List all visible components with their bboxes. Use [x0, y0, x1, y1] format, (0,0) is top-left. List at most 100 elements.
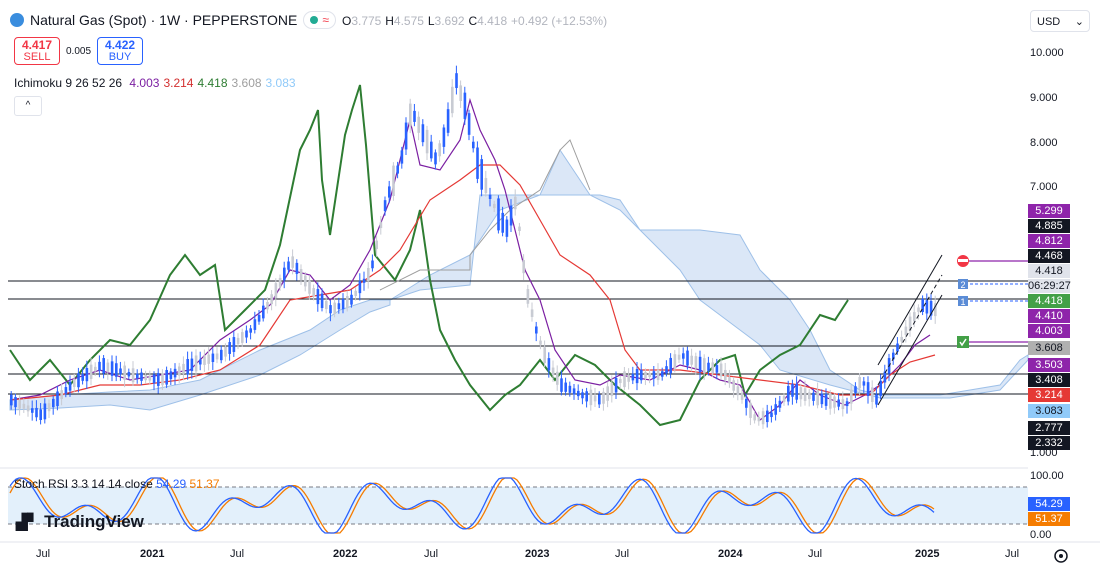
time-axis-label: 2023 [525, 548, 550, 560]
price-label: 9.000 [1030, 92, 1058, 104]
svg-text:2: 2 [960, 280, 965, 290]
candle [266, 302, 269, 310]
candle [803, 388, 807, 401]
price-badge: 06:29:27 [1028, 279, 1071, 293]
candle [724, 369, 727, 381]
time-axis-label: Jul [1005, 548, 1020, 560]
candle [64, 387, 68, 394]
candle [52, 398, 55, 408]
candle [774, 404, 777, 415]
candle [26, 405, 30, 412]
candle [417, 116, 420, 133]
stoch-band [8, 487, 1028, 524]
candle [18, 399, 21, 409]
candle [94, 366, 97, 372]
candle [673, 354, 677, 369]
candle [455, 73, 458, 89]
ichimoku-value: 3.214 [163, 76, 194, 90]
candle [745, 398, 748, 408]
stoch-k-line [9, 477, 935, 534]
price-badge: 5.299 [1028, 204, 1070, 218]
marker-2[interactable] [958, 279, 968, 289]
currency-select[interactable]: USD ⌄ [1030, 10, 1090, 32]
candle [480, 159, 483, 190]
candle [682, 353, 685, 359]
candle [467, 113, 471, 135]
candle [274, 283, 278, 299]
candle [295, 262, 299, 274]
candle [883, 371, 887, 383]
candle [593, 395, 597, 402]
candle [606, 386, 609, 401]
candle [375, 240, 378, 250]
candle [39, 409, 42, 421]
candle [568, 385, 572, 393]
stoch-rsi-legend[interactable]: Stoch RSI 3 3 14 14 close 54.29 51.37 [14, 477, 220, 491]
symbol-icon [10, 13, 24, 27]
candle [761, 411, 765, 425]
candle [31, 408, 34, 413]
sell-button[interactable]: 4.417 SELL [14, 37, 60, 65]
gear-icon[interactable] [1054, 549, 1068, 563]
candle [68, 381, 72, 391]
candle [228, 342, 231, 354]
check-icon[interactable] [957, 336, 969, 348]
candle [421, 124, 425, 143]
collapse-legend-button[interactable]: ^ [14, 96, 42, 116]
candle [543, 347, 546, 364]
candle [917, 307, 920, 312]
candle [833, 396, 836, 408]
marker-1[interactable] [958, 296, 968, 306]
buy-button[interactable]: 4.422 BUY [97, 37, 144, 65]
status-indicator[interactable]: ≈ [303, 11, 336, 29]
candle [35, 407, 38, 418]
candle [14, 397, 17, 408]
time-axis-label: 2021 [140, 548, 165, 560]
candle [459, 85, 462, 101]
candle [157, 373, 160, 386]
price-badge: 4.003 [1028, 324, 1070, 338]
candle [929, 300, 933, 316]
price-badge: 4.410 [1028, 309, 1070, 323]
candle [824, 394, 828, 406]
candle [350, 294, 353, 305]
candle [820, 393, 824, 405]
candle [291, 256, 294, 268]
trade-panel: 4.417 SELL 0.005 4.422 BUY [14, 37, 144, 65]
candle [341, 298, 345, 310]
candle [812, 392, 815, 401]
candle [640, 369, 643, 381]
candle [493, 203, 496, 209]
candle [325, 300, 328, 310]
candle [161, 373, 164, 386]
price-badge: 2.777 [1028, 421, 1070, 435]
candle [232, 337, 236, 352]
candle [635, 368, 639, 384]
candle [442, 127, 446, 147]
trend-channel[interactable] [877, 254, 943, 406]
candle [547, 358, 551, 371]
candle [530, 309, 534, 317]
candle [463, 92, 467, 119]
chart-header: Natural Gas (Spot) · 1W · PEPPERSTONE ≈ … [10, 8, 607, 32]
candle [581, 392, 584, 399]
candle [778, 400, 782, 408]
candle [215, 353, 219, 360]
ichimoku-legend[interactable]: Ichimoku 9 26 52 26 4.003 3.214 4.418 3.608… [14, 76, 296, 90]
candle [98, 361, 101, 371]
leading-span-b [379, 139, 591, 291]
candle [148, 375, 152, 381]
candle [299, 269, 303, 281]
candle [89, 364, 93, 379]
candle [799, 387, 803, 400]
symbol-title[interactable]: Natural Gas (Spot) · 1W · PEPPERSTONE [30, 12, 298, 28]
candle [509, 205, 513, 226]
candle [400, 150, 404, 164]
candle [22, 403, 26, 409]
candle [241, 332, 244, 343]
candle [501, 212, 504, 233]
candle [715, 365, 719, 373]
candle [329, 305, 332, 314]
wave-icon: ≈ [322, 13, 329, 27]
